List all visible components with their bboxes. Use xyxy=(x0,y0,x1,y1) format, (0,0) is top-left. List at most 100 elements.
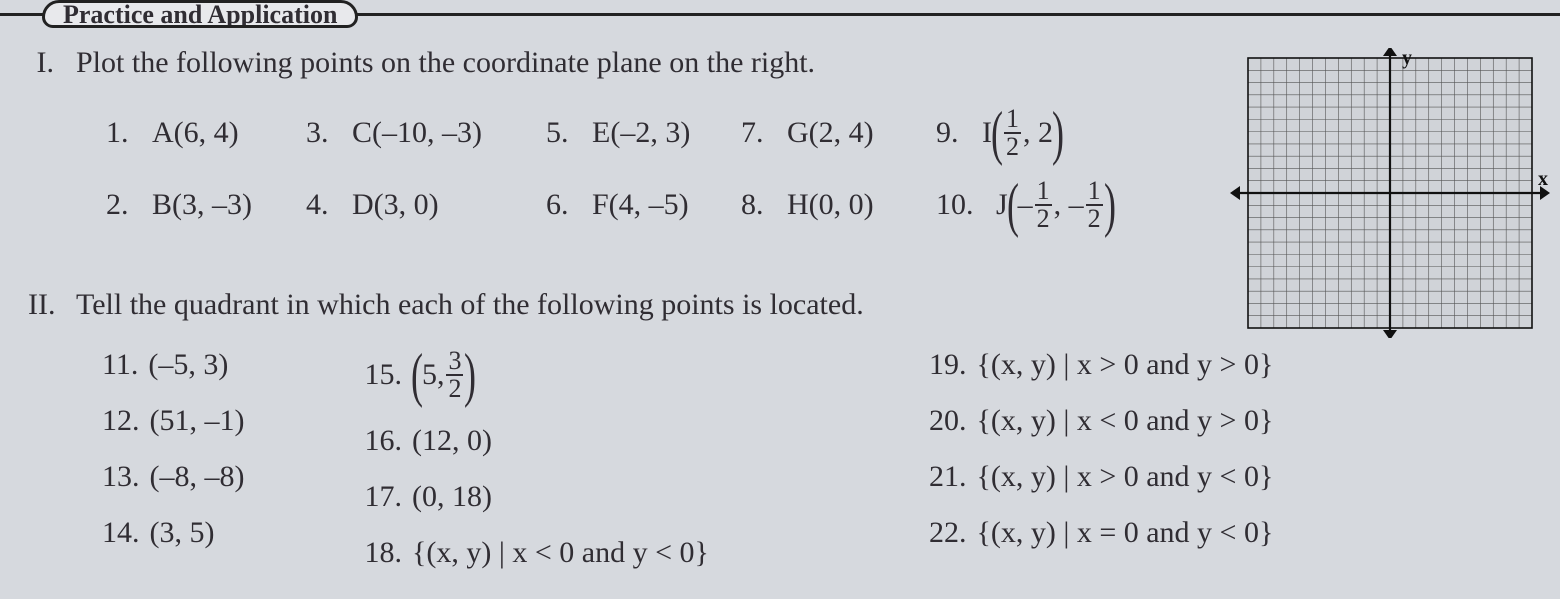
coordinate-plane: yx xyxy=(1230,48,1550,338)
q10-frac2: 1 2 xyxy=(1086,178,1103,232)
q10-f1d: 2 xyxy=(1035,204,1052,232)
col-3: 19. {(x, y) | x > 0 and y > 0} 20. {(x, y)… xyxy=(929,348,1273,570)
paren-close-icon: ) xyxy=(464,351,476,399)
q9: 9. I ( 1 2 , 2 ) xyxy=(936,106,1063,160)
q15: 15. ( 5, 3 2 ) xyxy=(364,348,708,402)
q9-frac-num: 1 xyxy=(1004,106,1021,132)
q22: 22.{(x, y) | x = 0 and y < 0} xyxy=(929,516,1273,550)
q7-label: G(2, 4) xyxy=(787,116,874,150)
q7-num: 7. xyxy=(741,116,769,150)
q17-label: (0, 18) xyxy=(412,480,492,514)
q9-mid: , 2 xyxy=(1023,116,1053,150)
col-2: 15. ( 5, 3 2 ) 16. (12, 0) 17. (0, 18) 18.… xyxy=(364,348,708,570)
q15-pre: 5, xyxy=(422,358,445,392)
paren-close-icon: ) xyxy=(1052,109,1064,157)
q18: 18. {(x, y) | x < 0 and y < 0} xyxy=(364,536,708,570)
q13-label: (–8, –8) xyxy=(150,460,245,494)
roman-i: I. xyxy=(28,46,54,80)
q17: 17. (0, 18) xyxy=(364,480,708,514)
q8: 8. H(0, 0) xyxy=(741,188,936,222)
q2: 2. B(3, –3) xyxy=(106,188,306,222)
q15-fd: 2 xyxy=(446,374,463,402)
q19-label: {(x, y) | x > 0 and y > 0} xyxy=(976,348,1273,382)
q18-num: 18. xyxy=(364,536,402,570)
q9-frac-den: 2 xyxy=(1004,132,1021,160)
q12: 12. (51, –1) xyxy=(102,404,244,438)
q13-num: 13. xyxy=(102,460,140,494)
q5-label: E(–2, 3) xyxy=(592,116,690,150)
q3: 3. C(–10, –3) xyxy=(306,116,546,150)
q15-frac: 3 2 xyxy=(446,348,463,402)
q9-frac: 1 2 xyxy=(1004,106,1021,160)
q19-num: 19. xyxy=(929,348,967,382)
q10-f2d: 2 xyxy=(1086,204,1103,232)
instruction-i-text: Plot the following points on the coordin… xyxy=(76,46,815,80)
paren-close-icon: ) xyxy=(1104,181,1116,229)
q10: 10. J ( – 1 2 , – 1 2 ) xyxy=(936,178,1115,232)
q10-f1n: 1 xyxy=(1035,178,1052,204)
q9-num: 9. xyxy=(936,116,964,150)
paren-open-icon: ( xyxy=(1007,181,1019,229)
questions-ii: 11. (–5, 3) 12. (51, –1) 13. (–8, –8) 14. (3… xyxy=(102,348,1540,570)
q12-label: (51, –1) xyxy=(150,404,245,438)
q4-label: D(3, 0) xyxy=(352,188,439,222)
q5: 5. E(–2, 3) xyxy=(546,116,741,150)
q8-num: 8. xyxy=(741,188,769,222)
instruction-ii-text: Tell the quadrant in which each of the f… xyxy=(76,288,864,322)
q2-num: 2. xyxy=(106,188,134,222)
q8-label: H(0, 0) xyxy=(787,188,874,222)
q10-label: J ( – 1 2 , – 1 2 ) xyxy=(996,178,1115,232)
q3-num: 3. xyxy=(306,116,334,150)
q10-neg1: – xyxy=(1018,188,1033,222)
q2-label: B(3, –3) xyxy=(152,188,252,222)
q16-num: 16. xyxy=(364,424,402,458)
col-1: 11. (–5, 3) 12. (51, –1) 13. (–8, –8) 14. (3… xyxy=(102,348,244,570)
q10-f2n: 1 xyxy=(1086,178,1103,204)
q4-num: 4. xyxy=(306,188,334,222)
q17-num: 17. xyxy=(364,480,402,514)
q20-label: {(x, y) | x < 0 and y > 0} xyxy=(976,404,1273,438)
q16-label: (12, 0) xyxy=(412,424,492,458)
q15-num: 15. xyxy=(364,358,402,392)
coordinate-grid-icon: yx xyxy=(1230,48,1550,338)
q5-num: 5. xyxy=(546,116,574,150)
q10-mid: , – xyxy=(1054,188,1084,222)
q3-label: C(–10, –3) xyxy=(352,116,482,150)
q6: 6. F(4, –5) xyxy=(546,188,741,222)
q19: 19. {(x, y) | x > 0 and y > 0} xyxy=(929,348,1273,382)
q1: 1. A(6, 4) xyxy=(106,116,306,150)
paren-open-icon: ( xyxy=(991,109,1003,157)
q11: 11. (–5, 3) xyxy=(102,348,244,382)
q10-frac1: 1 2 xyxy=(1035,178,1052,232)
q14-num: 14. xyxy=(102,516,140,550)
q14: 14. (3, 5) xyxy=(102,516,244,550)
q15-fn: 3 xyxy=(446,348,463,374)
q20: 20. {(x, y) | x < 0 and y > 0} xyxy=(929,404,1273,438)
q4: 4. D(3, 0) xyxy=(306,188,546,222)
q7: 7. G(2, 4) xyxy=(741,116,936,150)
q10-prefix: J xyxy=(996,188,1008,222)
q14-label: (3, 5) xyxy=(150,516,215,550)
q11-num: 11. xyxy=(102,348,138,382)
q12-num: 12. xyxy=(102,404,140,438)
q15-label: ( 5, 3 2 ) xyxy=(412,348,475,402)
roman-ii: II. xyxy=(28,288,54,322)
q18-label: {(x, y) | x < 0 and y < 0} xyxy=(412,536,709,570)
q16: 16. (12, 0) xyxy=(364,424,708,458)
page: Practice and Application I. Plot the fol… xyxy=(0,0,1560,599)
svg-text:x: x xyxy=(1538,168,1548,190)
section-tab: Practice and Application xyxy=(42,0,358,28)
q21: 21. {(x, y) | x > 0 and y < 0} xyxy=(929,460,1273,494)
q21-num: 21. xyxy=(929,460,967,494)
q1-label: A(6, 4) xyxy=(152,116,239,150)
tab-label: Practice and Application xyxy=(63,2,337,28)
q6-label: F(4, –5) xyxy=(592,188,689,222)
q10-num: 10. xyxy=(936,188,978,222)
q11-label: (–5, 3) xyxy=(148,348,228,382)
q21-label: {(x, y) | x > 0 and y < 0} xyxy=(976,460,1273,494)
q1-num: 1. xyxy=(106,116,134,150)
q13: 13. (–8, –8) xyxy=(102,460,244,494)
q20-num: 20. xyxy=(929,404,967,438)
svg-text:y: y xyxy=(1402,48,1412,69)
paren-open-icon: ( xyxy=(411,351,423,399)
